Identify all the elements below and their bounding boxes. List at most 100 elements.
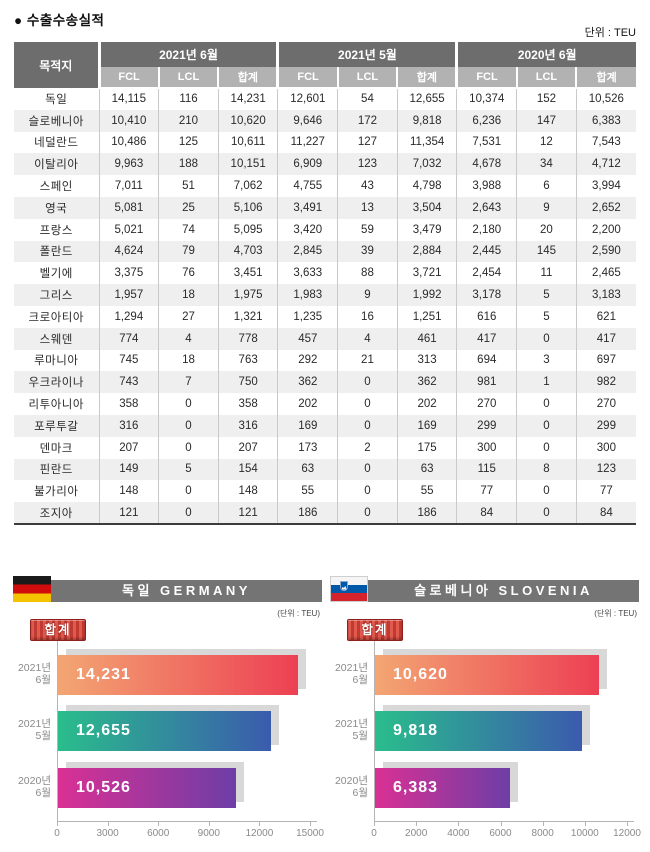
value-cell: 10,620 [217,109,278,132]
category-label: 2020년 6월 [17,775,51,799]
value-cell: 982 [575,371,636,394]
value-cell: 5,021 [98,218,159,241]
value-cell: 743 [98,371,159,394]
value-cell: 0 [158,502,219,524]
axis-tick [107,821,109,826]
x-axis-line [374,821,634,822]
destination-cell: 슬로베니아 [28,115,84,128]
value-cell: 55 [396,480,457,503]
value-cell: 0 [337,414,398,437]
value-cell: 3,721 [396,262,457,285]
col-group-header: 2020년 6월 [455,42,636,67]
value-cell: 0 [337,502,398,524]
destination-cell: 이탈리아 [34,159,79,172]
axis-tick [57,821,58,826]
value-cell: 12,655 [396,88,457,110]
value-cell: 0 [337,371,398,394]
value-cell: 172 [337,109,398,132]
table-row: 크로아티아 1,294 27 1,321 1,235 16 1,251 616 5 621 [14,305,636,328]
value-cell: 774 [98,327,159,350]
value-cell: 148 [217,480,278,503]
value-cell: 3 [516,349,577,372]
value-cell: 0 [516,393,577,415]
destination-cell: 조지아 [39,507,73,520]
value-cell: 59 [337,218,398,241]
bar-value-label: 6,383 [393,779,439,796]
value-cell: 750 [217,371,278,394]
axis-tick [259,821,261,826]
destination-cell: 그리스 [39,290,73,303]
value-cell: 5 [516,284,577,306]
value-cell: 84 [456,502,517,524]
axis-tick [500,821,502,826]
value-cell: 313 [396,349,457,372]
value-cell: 3,491 [277,196,338,219]
destination-cell: 폴란드 [39,246,73,259]
value-cell: 1,235 [277,305,338,328]
col-sub-header: LCL [157,67,219,89]
value-cell: 10,526 [575,88,636,110]
tick-label: 9000 [197,828,220,839]
value-cell: 1,251 [396,305,457,328]
table-row: 영국 5,081 25 5,106 3,491 13 3,504 2,643 9 2,652 [14,196,636,219]
destination-cell: 불가리아 [34,486,79,499]
value-cell: 116 [158,88,219,110]
value-cell: 0 [158,414,219,437]
value-cell: 2,180 [456,218,517,241]
value-cell: 121 [217,502,278,524]
value-cell: 7 [158,371,219,394]
axis-tick [542,821,544,826]
value-cell: 4,624 [98,240,159,263]
value-cell: 207 [217,436,278,459]
value-cell: 10,374 [456,88,517,110]
value-cell: 25 [158,196,219,219]
category-label: 2021년 6월 [17,662,51,686]
value-cell: 11 [516,262,577,285]
value-cell: 127 [337,131,398,154]
chart-title-bar: 슬로베니아 SLOVENIA [330,580,639,602]
destination-cell: 우크라이나 [28,377,84,390]
value-cell: 77 [575,480,636,503]
value-cell: 12,601 [277,88,338,110]
value-cell: 21 [337,349,398,372]
value-cell: 3,375 [98,262,159,285]
value-cell: 2,465 [575,262,636,285]
value-cell: 173 [277,436,338,459]
value-cell: 9 [337,284,398,306]
value-cell: 3,994 [575,175,636,197]
value-cell: 3,633 [277,262,338,285]
col-sub-header: FCL [455,67,517,89]
chart-unit-label: (단위 : TEU) [594,609,637,618]
value-cell: 3,420 [277,218,338,241]
value-cell: 7,531 [456,131,517,154]
value-cell: 0 [337,458,398,481]
value-cell: 34 [516,153,577,176]
value-cell: 11,354 [396,131,457,154]
col-group-header: 2021년 5월 [276,42,457,67]
category-label: 2021년 5월 [334,718,368,742]
axis-tick [208,821,210,826]
value-cell: 5,106 [217,196,278,219]
category-label: 2021년 6월 [334,662,368,686]
germany-flag-icon [13,576,51,602]
value-cell: 18 [158,284,219,306]
value-cell: 616 [456,305,517,328]
axis-tick [158,821,160,826]
destination-cell: 벨기에 [39,268,73,281]
destination-cell: 포루투갈 [34,420,79,433]
table-row: 그리스 1,957 18 1,975 1,983 9 1,992 3,178 5 3,183 [14,284,636,306]
value-cell: 6,236 [456,109,517,132]
axis-tick [416,821,418,826]
table-row: 루마니아 745 18 763 292 21 313 694 3 697 [14,349,636,372]
value-cell: 84 [575,502,636,524]
table-row: 조지아 121 0 121 186 0 186 84 0 84 [14,502,636,524]
table-row: 리투아니아 358 0 358 202 0 202 270 0 270 [14,393,636,415]
y-axis-line [374,641,375,821]
value-cell: 5,095 [217,218,278,241]
value-cell: 0 [516,480,577,503]
value-cell: 169 [396,414,457,437]
value-cell: 186 [396,502,457,524]
value-cell: 3,178 [456,284,517,306]
value-cell: 149 [98,458,159,481]
tick-label: 2000 [405,828,428,839]
